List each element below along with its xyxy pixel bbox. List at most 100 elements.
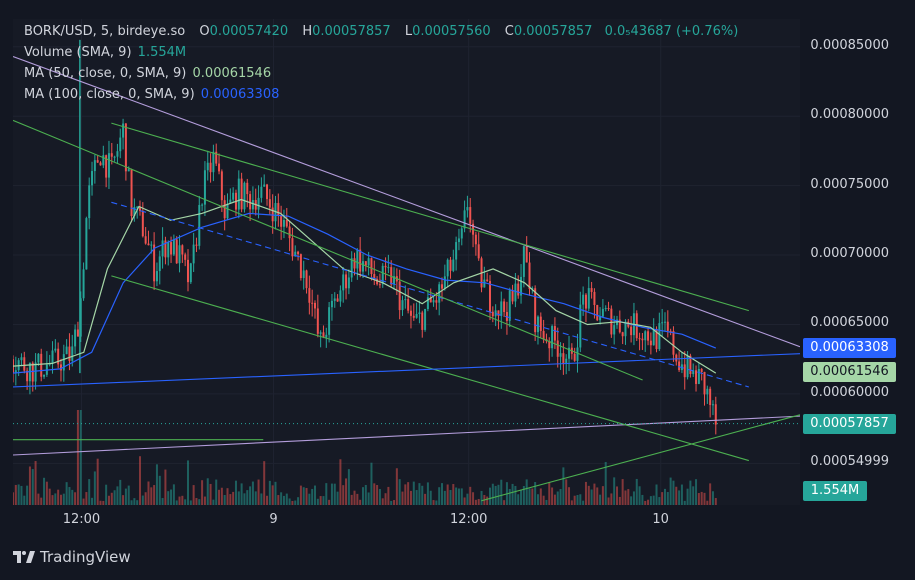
volume-bar bbox=[189, 500, 192, 505]
volume-bar bbox=[551, 487, 554, 505]
volume-bar bbox=[102, 500, 105, 505]
candle-body bbox=[672, 331, 675, 355]
candle-body bbox=[107, 153, 110, 178]
volume-bar bbox=[709, 483, 712, 505]
volume-bar bbox=[590, 489, 593, 505]
ma50-legend[interactable]: MA (50, close, 0, SMA, 9) 0.00061546 bbox=[24, 65, 271, 83]
candle-body bbox=[418, 312, 421, 315]
candle-body bbox=[333, 298, 336, 301]
volume-bar bbox=[23, 495, 26, 505]
candle-body bbox=[181, 245, 184, 255]
chart-canvas[interactable] bbox=[13, 19, 800, 505]
volume-legend[interactable]: Volume (SMA, 9) 1.554M bbox=[24, 44, 186, 62]
plot-area[interactable] bbox=[13, 19, 800, 505]
candle-body bbox=[709, 388, 712, 405]
volume-bar bbox=[491, 483, 494, 505]
volume-bar bbox=[593, 483, 596, 505]
volume-bar bbox=[110, 492, 113, 505]
x-tick-label: 9 bbox=[269, 512, 278, 527]
y-tick-label: 0.00060000 bbox=[810, 384, 889, 400]
candle-body bbox=[54, 348, 57, 351]
volume-bar bbox=[559, 489, 562, 505]
volume-bar bbox=[627, 489, 630, 505]
candle-body bbox=[237, 178, 240, 210]
candle-body bbox=[82, 269, 85, 299]
volume-bar bbox=[553, 494, 556, 505]
volume-bar bbox=[652, 495, 655, 505]
candle-body bbox=[584, 294, 587, 309]
volume-bar bbox=[37, 493, 40, 505]
candle-body bbox=[441, 284, 444, 289]
volume-bar bbox=[130, 500, 133, 505]
volume-bar bbox=[71, 489, 74, 505]
volume-bar bbox=[218, 489, 221, 505]
tradingview-logo[interactable]: TradingView bbox=[13, 548, 131, 566]
volume-bar bbox=[604, 461, 607, 505]
volume-bar bbox=[463, 497, 466, 505]
volume-bar bbox=[198, 499, 201, 505]
ma100-legend[interactable]: MA (100, close, 0, SMA, 9) 0.00063308 bbox=[24, 86, 279, 104]
volume-bar bbox=[508, 488, 511, 505]
volume-bar bbox=[649, 496, 652, 505]
candle-body bbox=[435, 300, 438, 303]
candle-body bbox=[415, 314, 418, 318]
ma100-value: 0.00063308 bbox=[200, 87, 280, 102]
volume-bar bbox=[635, 478, 638, 505]
candle-body bbox=[150, 244, 153, 246]
volume-bar bbox=[409, 490, 412, 505]
candle-body bbox=[579, 304, 582, 348]
volume-bar bbox=[579, 494, 582, 505]
volume-bar bbox=[455, 487, 458, 505]
volume-bar bbox=[596, 487, 599, 505]
candle-body bbox=[158, 256, 161, 272]
candle-body bbox=[446, 259, 449, 277]
y-tick-label: 0.00080000 bbox=[810, 107, 889, 123]
volume-bar bbox=[452, 484, 455, 505]
volume-bar bbox=[407, 482, 410, 505]
candle-body bbox=[285, 219, 288, 227]
volume-bar bbox=[531, 488, 534, 505]
volume-bar bbox=[186, 460, 189, 505]
volume-bar bbox=[311, 488, 314, 505]
volume-bar bbox=[93, 471, 96, 505]
volume-bar bbox=[539, 488, 542, 505]
candle-body bbox=[587, 288, 590, 309]
candle-body bbox=[167, 242, 170, 258]
symbol-title[interactable]: BORK/USD, 5, birdeye.so bbox=[24, 24, 186, 39]
candle-body bbox=[432, 300, 435, 303]
candle-body bbox=[373, 274, 376, 280]
candle-body bbox=[387, 267, 390, 269]
candle-body bbox=[474, 234, 477, 245]
volume-bar bbox=[299, 485, 302, 505]
candle-body bbox=[596, 305, 599, 321]
candle-body bbox=[43, 374, 46, 377]
volume-bar bbox=[322, 496, 325, 505]
volume-bar bbox=[373, 483, 376, 505]
candle-body bbox=[683, 364, 686, 378]
x-tick-label: 12:00 bbox=[449, 512, 488, 527]
volume-bar bbox=[155, 464, 158, 505]
candle-body bbox=[466, 207, 469, 211]
candle-body bbox=[268, 199, 271, 208]
volume-bar bbox=[181, 495, 184, 505]
candle-body bbox=[553, 326, 556, 341]
candle-body bbox=[647, 331, 650, 341]
candle-body bbox=[305, 270, 308, 289]
volume-bar bbox=[65, 482, 68, 505]
volume-bar bbox=[686, 488, 689, 505]
volume-bar bbox=[393, 500, 396, 505]
candle-body bbox=[345, 274, 348, 289]
candle-body bbox=[551, 326, 554, 349]
candle-body bbox=[20, 357, 23, 361]
candle-body bbox=[277, 203, 280, 216]
volume-bar bbox=[31, 469, 34, 505]
symbol-legend[interactable]: BORK/USD, 5, birdeye.so O0.00057420 H0.0… bbox=[24, 23, 738, 41]
candle-body bbox=[525, 246, 528, 263]
volume-bar bbox=[260, 493, 263, 505]
volume-bar bbox=[514, 485, 517, 505]
change-value: 0.0₅43687 (+0.76%) bbox=[604, 24, 739, 39]
candle-body bbox=[155, 271, 158, 282]
volume-bar bbox=[632, 491, 635, 505]
candle-body bbox=[449, 259, 452, 271]
candle-body bbox=[457, 238, 460, 243]
